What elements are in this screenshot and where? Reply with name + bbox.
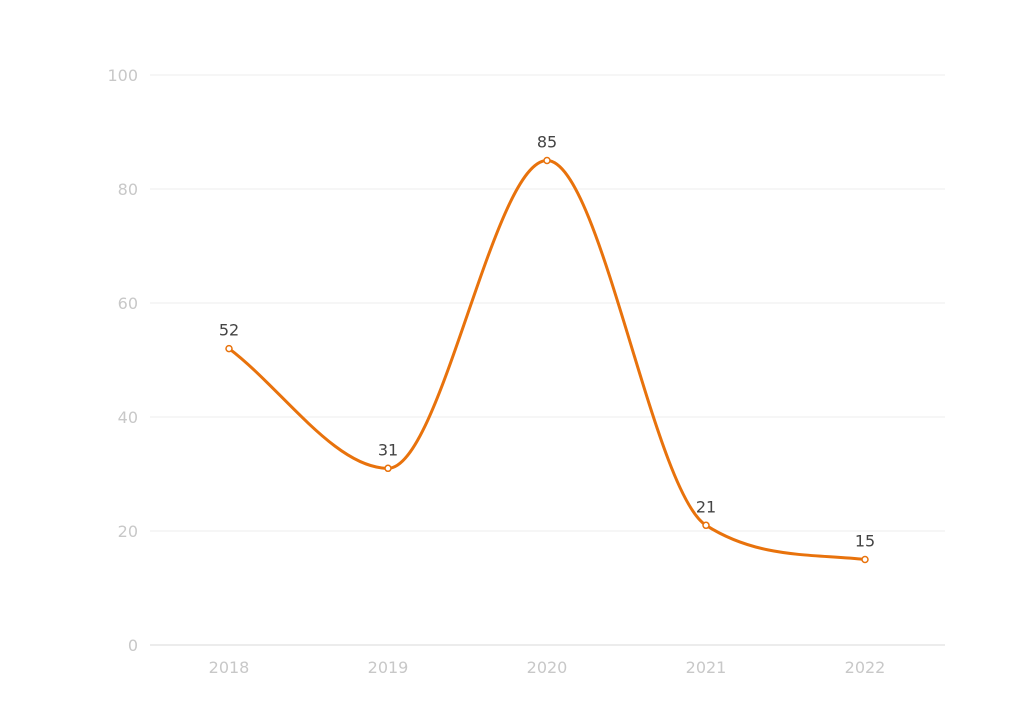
x-tick-label: 2020 (527, 658, 568, 677)
y-tick-label: 40 (118, 408, 138, 427)
y-tick-label: 0 (128, 636, 138, 655)
y-tick-label: 20 (118, 522, 138, 541)
series-line (227, 159, 867, 561)
y-tick-label: 60 (118, 294, 138, 313)
data-label: 21 (696, 497, 716, 516)
data-labels: 52 31 85 21 15 (219, 133, 875, 551)
data-point[interactable] (225, 344, 233, 353)
y-tick-label: 100 (107, 66, 138, 85)
x-tick-label: 2019 (368, 658, 409, 677)
x-tick-label: 2022 (845, 658, 886, 677)
data-label: 31 (378, 440, 398, 459)
data-point[interactable] (543, 156, 551, 165)
y-tick-label: 80 (118, 180, 138, 199)
data-point[interactable] (861, 555, 869, 564)
data-label: 52 (219, 321, 239, 340)
series (225, 156, 869, 564)
x-tick-label: 2021 (686, 658, 727, 677)
data-label: 85 (537, 133, 557, 152)
axes: 0 20 40 60 80 100 2018 2019 2020 2021 2022 (107, 66, 945, 677)
grid (150, 74, 945, 532)
data-label: 15 (855, 532, 875, 551)
data-point[interactable] (384, 464, 392, 473)
data-point[interactable] (702, 521, 710, 530)
x-tick-label: 2018 (209, 658, 250, 677)
